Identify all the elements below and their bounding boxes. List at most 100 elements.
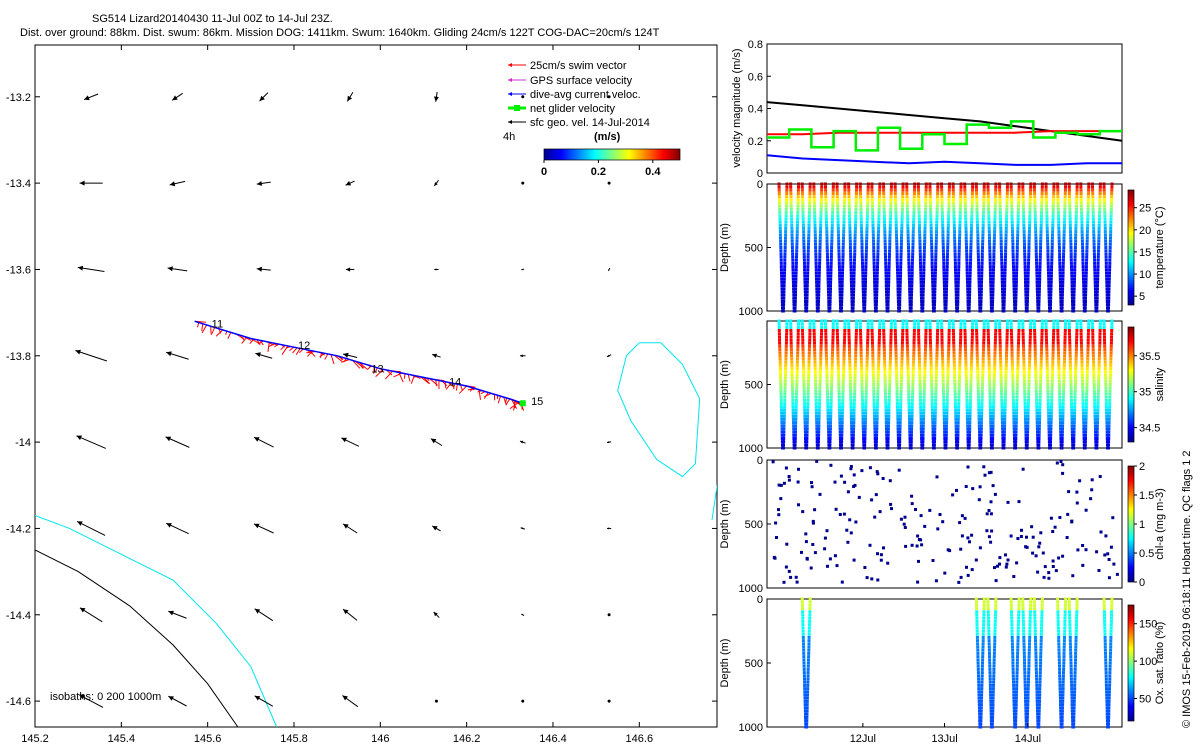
temp-dot — [875, 284, 879, 288]
sal-dot — [806, 414, 809, 418]
sal-dot — [1004, 373, 1008, 377]
sal-dot — [813, 351, 817, 355]
sal-dot — [981, 379, 985, 383]
sal-dot — [1084, 427, 1088, 431]
temp-dot — [928, 201, 932, 205]
temp-dot — [1103, 211, 1107, 215]
temp-dot — [893, 195, 897, 199]
temp-dot — [970, 226, 973, 230]
temp-dot — [877, 214, 881, 218]
sal-dot — [1080, 357, 1084, 361]
sal-dot — [1070, 411, 1074, 415]
temp-dot — [1096, 265, 1100, 269]
sal-dot — [1044, 332, 1048, 336]
sal-dot — [812, 322, 816, 326]
sal-dot — [1023, 405, 1027, 409]
temp-dot — [923, 220, 927, 224]
sal-dot — [946, 389, 949, 393]
temp-dot — [877, 230, 880, 234]
sal-dot — [793, 443, 797, 447]
temp-dot — [859, 220, 863, 224]
temp-dot — [1103, 201, 1106, 205]
sal-dot — [1091, 351, 1095, 355]
temp-dot — [860, 239, 864, 243]
sal-dot — [912, 335, 916, 339]
temp-dot — [1058, 277, 1062, 281]
sal-dot — [873, 414, 877, 418]
sal-dot — [964, 354, 968, 358]
temp-dot — [1097, 249, 1100, 253]
temp-dot — [940, 182, 943, 186]
sal-dot — [982, 344, 986, 348]
temp-dot — [1017, 198, 1021, 202]
temp-dot — [813, 207, 816, 211]
temp-dot — [859, 214, 863, 218]
temp-dot — [905, 188, 909, 192]
sal-dot — [1072, 440, 1076, 444]
sal-dot — [828, 427, 832, 431]
sal-dot — [900, 344, 904, 348]
sal-dot — [965, 389, 969, 393]
temp-dot — [841, 261, 845, 265]
sal-dot — [1009, 319, 1013, 323]
sal-dot — [888, 363, 892, 367]
temp-dot — [876, 233, 880, 237]
temp-dot — [888, 246, 892, 249]
sal-dot — [935, 338, 939, 342]
temp-dot — [1033, 211, 1037, 215]
sal-dot — [980, 395, 984, 399]
sal-dot — [838, 421, 842, 425]
temp-dot — [946, 239, 950, 243]
temp-dot — [1005, 198, 1009, 202]
sal-dot — [957, 405, 961, 409]
temp-dot — [1006, 182, 1009, 186]
sal-dot — [923, 360, 927, 364]
swim-vector — [201, 323, 204, 331]
temp-dot — [998, 185, 1002, 189]
sal-dot — [783, 386, 787, 390]
temp-dot — [784, 220, 788, 224]
temp-dot — [1049, 287, 1053, 291]
sal-dot — [912, 332, 916, 336]
temp-dot — [936, 192, 940, 195]
temp-dot — [805, 293, 809, 297]
temp-dot — [934, 242, 938, 246]
temp-dot — [826, 287, 830, 291]
temp-dot — [1015, 255, 1019, 259]
sal-dot — [1004, 379, 1008, 383]
sal-dot — [825, 360, 829, 364]
temp-dot — [993, 214, 997, 218]
sal-dot — [999, 379, 1003, 383]
temp-dot — [884, 258, 888, 262]
temp-dot — [837, 252, 841, 256]
temp-dot — [1069, 230, 1072, 234]
temp-dot — [989, 277, 993, 281]
sal-dot — [980, 408, 984, 412]
temp-dot — [872, 258, 876, 262]
sal-dot — [1023, 383, 1026, 386]
temp-dot — [785, 198, 788, 202]
sal-dot — [848, 383, 852, 386]
temp-dot — [965, 268, 969, 272]
sal-dot — [1011, 376, 1015, 380]
sal-dot — [1040, 338, 1044, 342]
swim-vector — [445, 382, 452, 390]
sal-dot — [873, 421, 877, 425]
temp-dot — [912, 195, 916, 199]
temp-dot — [998, 207, 1002, 211]
track-day-label: 12 — [298, 340, 310, 352]
temp-dot — [1092, 223, 1096, 227]
swim-vector — [201, 324, 208, 334]
sal-dot — [888, 370, 892, 374]
sal-dot — [871, 370, 875, 374]
temp-dot — [803, 274, 807, 278]
temp-colorbar-tick-label: 10 — [1139, 269, 1151, 281]
sal-dot — [1051, 363, 1055, 367]
sal-dot — [882, 319, 885, 323]
sal-dot — [898, 440, 902, 444]
temp-colorbar-tick-label: 20 — [1139, 225, 1151, 237]
sal-dot — [889, 344, 893, 348]
sal-dot — [896, 421, 900, 425]
swim-vector — [455, 384, 458, 391]
map-y-tick-label: -14 — [15, 437, 31, 449]
